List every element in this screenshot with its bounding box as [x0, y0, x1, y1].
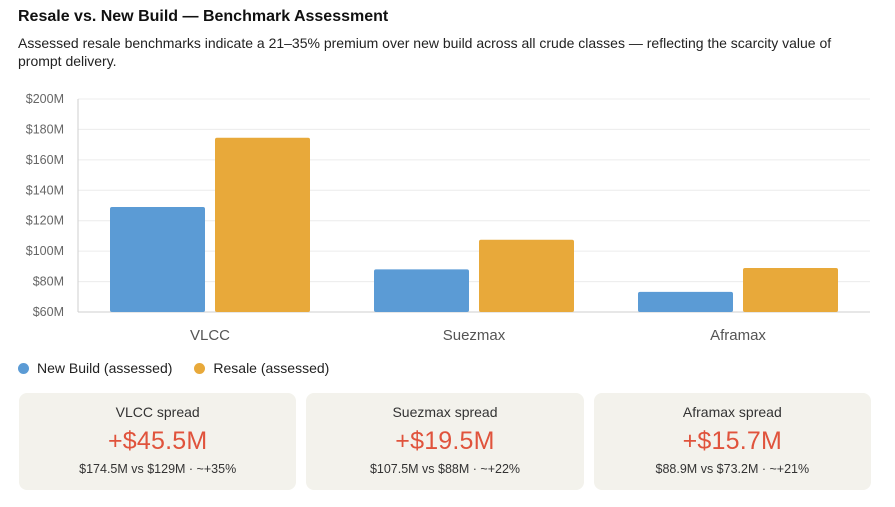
y-tick-label: $60M [33, 305, 64, 319]
legend-label-resale: Resale (assessed) [213, 360, 330, 376]
spread-card-aframax: Aframax spread +$15.7M $88.9M vs $73.2M … [593, 393, 871, 490]
spread-card-suezmax: Suezmax spread +$19.5M $107.5M vs $88M ·… [306, 393, 584, 490]
y-tick-label: $180M [26, 122, 64, 136]
spread-card-label: Aframax spread [682, 404, 782, 420]
spread-card-note: $107.5M vs $88M · ~+22% [369, 462, 521, 476]
spread-card-label: VLCC spread [115, 404, 200, 420]
bar-aframax-new-build [638, 291, 733, 312]
bar-vlcc-new-build [110, 207, 205, 312]
legend-item-new-build: New Build (assessed) [18, 360, 172, 376]
spread-card-vlcc: VLCC spread +$45.5M $174.5M vs $129M · ~… [19, 393, 297, 490]
y-tick-label: $200M [26, 92, 64, 106]
chart-subtitle: Assessed resale benchmarks indicate a 21… [18, 35, 832, 69]
x-tick-label: Suezmax [443, 327, 506, 344]
spread-card-value: +$15.7M [682, 427, 783, 455]
bar-suezmax-resale [479, 239, 574, 312]
y-tick-label: $100M [26, 244, 64, 258]
spread-card-label: Suezmax spread [392, 404, 498, 420]
spread-card-note: $88.9M vs $73.2M · ~+21% [655, 462, 810, 476]
spread-cards: VLCC spread +$45.5M $174.5M vs $129M · ~… [19, 393, 871, 490]
bar-aframax-resale [743, 268, 838, 312]
bar-vlcc-resale [215, 137, 310, 312]
y-tick-label: $80M [33, 275, 64, 289]
spread-card-value: +$45.5M [107, 427, 208, 455]
spread-card-note: $174.5M vs $129M · ~+35% [79, 462, 237, 476]
y-tick-label: $120M [26, 214, 64, 228]
legend-swatch-new-build [18, 362, 29, 374]
legend-label-new-build: New Build (assessed) [37, 360, 173, 376]
spread-card-value: +$19.5M [395, 427, 495, 455]
chart-title: Resale vs. New Build — Benchmark Assessm… [18, 8, 389, 25]
bar-chart: $200M $180M $160M $140M $120M $100M $80M $60M VL… [26, 92, 870, 344]
legend: New Build (assessed) Resale (assessed) [18, 360, 329, 376]
x-tick-label: VLCC [190, 327, 230, 344]
bar-suezmax-new-build [374, 269, 469, 312]
y-tick-label: $140M [26, 183, 64, 197]
x-tick-label: Aframax [710, 327, 766, 344]
legend-swatch-resale [194, 362, 206, 374]
legend-item-resale: Resale (assessed) [194, 360, 329, 376]
y-tick-label: $160M [26, 153, 64, 167]
